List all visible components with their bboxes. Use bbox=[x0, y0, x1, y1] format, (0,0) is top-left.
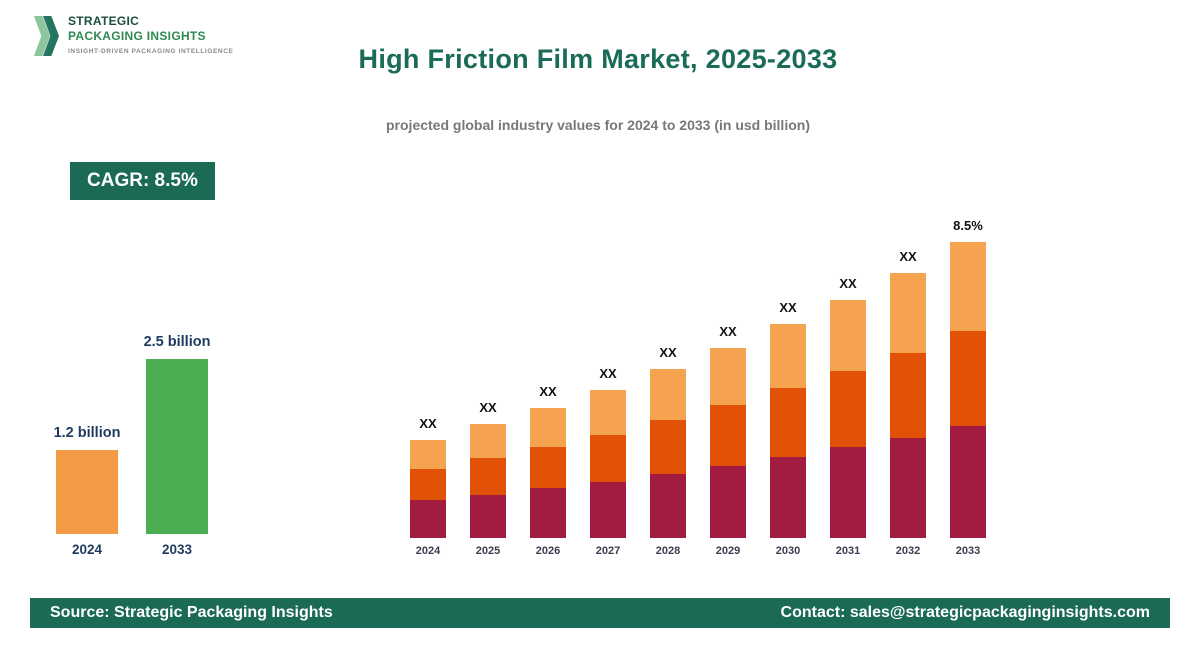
summary-bar-column: 2.5 billion 2033 bbox=[143, 334, 211, 557]
bar-annotation: XX bbox=[899, 249, 917, 264]
footer-bar: Source: Strategic Packaging Insights Con… bbox=[30, 598, 1170, 628]
stacked-bar bbox=[590, 390, 626, 538]
segment-bottom bbox=[590, 482, 626, 538]
stacked-bar bbox=[470, 424, 506, 538]
segment-bottom bbox=[530, 488, 566, 538]
bar-column: XX 2026 bbox=[530, 384, 566, 557]
summary-year-label: 2024 bbox=[71, 542, 103, 557]
segment-bottom bbox=[650, 474, 686, 538]
logo-text: STRATEGIC PACKAGING INSIGHTS INSIGHT-DRI… bbox=[68, 14, 233, 55]
segment-middle bbox=[890, 353, 926, 438]
stacked-bar bbox=[890, 273, 926, 538]
segment-middle bbox=[590, 435, 626, 482]
stacked-bar bbox=[410, 440, 446, 538]
bar-annotation: XX bbox=[539, 384, 557, 399]
bar-annotation: XX bbox=[719, 324, 737, 339]
cagr-badge: CAGR: 8.5% bbox=[70, 162, 215, 200]
logo-title-line2: PACKAGING INSIGHTS bbox=[68, 29, 206, 43]
stacked-bar-chart: XX 2024 XX 2025 XX 2026 XX 2027 XX 2028 XX 2029 XX 20… bbox=[410, 218, 986, 557]
bar-annotation: XX bbox=[479, 400, 497, 415]
segment-middle bbox=[410, 469, 446, 500]
segment-middle bbox=[530, 447, 566, 488]
bar-year-label: 2027 bbox=[595, 545, 621, 557]
segment-bottom bbox=[410, 500, 446, 538]
bar-annotation: XX bbox=[419, 416, 437, 431]
stacked-bar bbox=[830, 300, 866, 538]
segment-middle bbox=[770, 388, 806, 457]
logo-chevron-icon bbox=[34, 14, 59, 56]
segment-top bbox=[650, 369, 686, 420]
logo-tagline: INSIGHT-DRIVEN PACKAGING INTELLIGENCE bbox=[68, 48, 234, 55]
logo: STRATEGIC PACKAGING INSIGHTS INSIGHT-DRI… bbox=[34, 14, 233, 56]
segment-top bbox=[470, 424, 506, 458]
page-title: High Friction Film Market, 2025-2033 bbox=[358, 44, 838, 74]
segment-bottom bbox=[950, 426, 986, 538]
footer-contact: Contact: sales@strategicpackaginginsight… bbox=[780, 604, 1150, 621]
segment-bottom bbox=[710, 466, 746, 538]
bar-column: XX 2028 bbox=[650, 345, 686, 557]
stacked-bar bbox=[950, 242, 986, 538]
bar-annotation: XX bbox=[659, 345, 677, 360]
summary-bar-column: 1.2 billion 2024 bbox=[53, 425, 121, 557]
segment-middle bbox=[950, 331, 986, 426]
summary-chart: 1.2 billion 2024 2.5 billion 2033 bbox=[53, 334, 211, 557]
segment-middle bbox=[650, 420, 686, 474]
segment-middle bbox=[470, 458, 506, 495]
bar-column: XX 2029 bbox=[710, 324, 746, 557]
segment-middle bbox=[830, 371, 866, 447]
bar-annotation: XX bbox=[839, 276, 857, 291]
summary-year-label: 2033 bbox=[161, 542, 193, 557]
bar-year-label: 2033 bbox=[955, 545, 981, 557]
bar-column: XX 2027 bbox=[590, 366, 626, 557]
segment-top bbox=[530, 408, 566, 447]
bar-year-label: 2028 bbox=[655, 545, 681, 557]
segment-bottom bbox=[770, 457, 806, 538]
bar-year-label: 2026 bbox=[535, 545, 561, 557]
segment-bottom bbox=[470, 495, 506, 538]
bar-year-label: 2030 bbox=[775, 545, 801, 557]
bar-annotation: 8.5% bbox=[953, 218, 983, 233]
bar-column: XX 2025 bbox=[470, 400, 506, 557]
segment-top bbox=[410, 440, 446, 469]
summary-value-label: 2.5 billion bbox=[143, 334, 211, 350]
bar-year-label: 2031 bbox=[835, 545, 861, 557]
bar-column: 8.5% 2033 bbox=[950, 218, 986, 557]
bar-annotation: XX bbox=[599, 366, 617, 381]
bar-column: XX 2031 bbox=[830, 276, 866, 557]
summary-bar bbox=[146, 359, 208, 534]
segment-top bbox=[590, 390, 626, 435]
segment-top bbox=[710, 348, 746, 405]
summary-value-label: 1.2 billion bbox=[53, 425, 121, 441]
bar-column: XX 2032 bbox=[890, 249, 926, 557]
segment-top bbox=[890, 273, 926, 353]
bar-column: XX 2024 bbox=[410, 416, 446, 557]
bar-year-label: 2024 bbox=[415, 545, 441, 557]
stacked-bar bbox=[770, 324, 806, 538]
bar-annotation: XX bbox=[779, 300, 797, 315]
logo-title-line1: STRATEGIC bbox=[68, 14, 140, 28]
chevron-light-icon bbox=[34, 16, 50, 56]
stacked-bar bbox=[650, 369, 686, 538]
bar-year-label: 2032 bbox=[895, 545, 921, 557]
stacked-bar bbox=[710, 348, 746, 538]
bar-column: XX 2030 bbox=[770, 300, 806, 557]
chevron-dark-icon bbox=[43, 16, 59, 56]
stacked-bar bbox=[530, 408, 566, 538]
summary-bar bbox=[56, 450, 118, 534]
segment-bottom bbox=[890, 438, 926, 538]
segment-bottom bbox=[830, 447, 866, 538]
page-subtitle: projected global industry values for 202… bbox=[386, 117, 810, 133]
segment-top bbox=[950, 242, 986, 331]
bar-year-label: 2025 bbox=[475, 545, 501, 557]
segment-middle bbox=[710, 405, 746, 466]
segment-top bbox=[830, 300, 866, 371]
bar-year-label: 2029 bbox=[715, 545, 741, 557]
footer-source: Source: Strategic Packaging Insights bbox=[50, 604, 333, 621]
segment-top bbox=[770, 324, 806, 388]
